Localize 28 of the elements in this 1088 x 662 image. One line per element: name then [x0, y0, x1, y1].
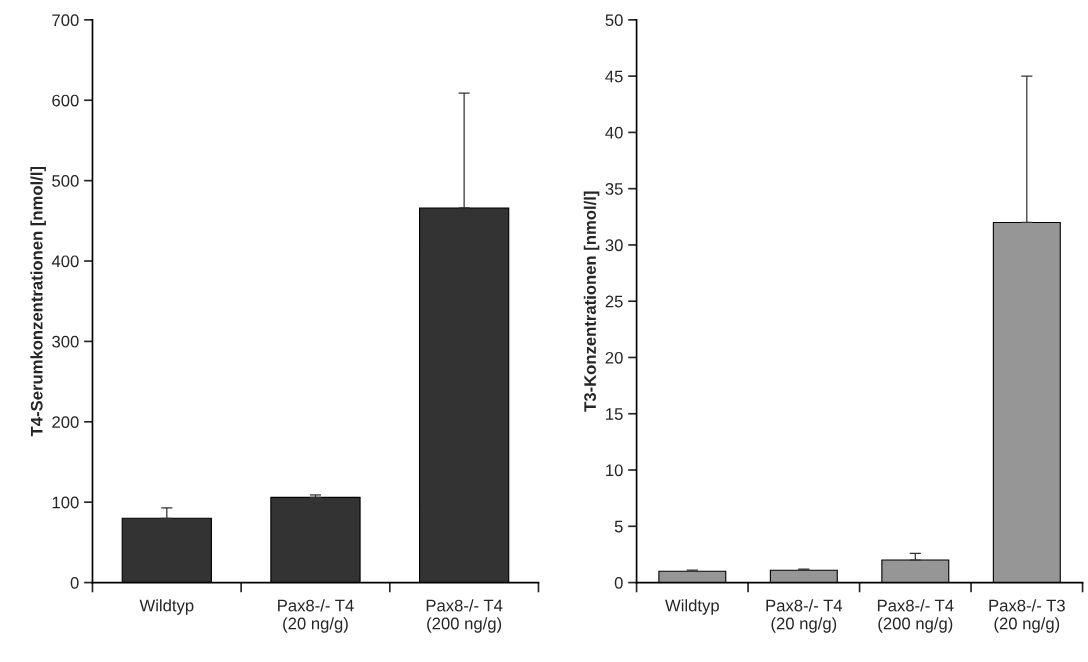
y-tick-label: 45: [605, 70, 623, 83]
x-tick-label: Pax8-/- T4 (200 ng/g): [426, 599, 503, 633]
y-tick-label: 200: [52, 416, 79, 428]
x-tick-label: Pax8-/- T4 (200 ng/g): [877, 599, 954, 633]
y-tick-label: 40: [605, 126, 623, 139]
y-tick-label: 400: [51, 255, 79, 268]
y-tick-label: 100: [52, 496, 79, 509]
y-axis-title: T3-Konzentrationen [nmol/l]: [583, 191, 600, 412]
y-tick-label: 20: [605, 351, 623, 364]
y-tick-label: 700: [52, 14, 79, 27]
x-tick-label: Wildtyp: [665, 599, 719, 615]
x-tick-label: Wildtyp: [139, 599, 194, 615]
y-tick-label: 50: [605, 14, 623, 27]
y-tick-label: 35: [605, 183, 623, 195]
y-tick-label: 15: [606, 408, 623, 420]
y-axis-title: T4-Serumkonzentrationen [nmol/l]: [30, 166, 46, 437]
y-tick-label: 600: [52, 94, 79, 107]
y-tick-label: 25: [605, 295, 623, 308]
x-tick-label: Pax8-/- T4 (20 ng/g): [278, 599, 354, 633]
x-tick-label: Pax8-/- T3 (20 ng/g): [989, 599, 1065, 633]
y-tick-label: 300: [52, 335, 79, 348]
y-tick-label: 5: [614, 520, 623, 533]
y-tick-label: 500: [52, 175, 79, 187]
y-tick-label: 10: [606, 464, 623, 477]
x-tick-label: Pax8-/- T4 (20 ng/g): [766, 599, 843, 633]
y-tick-label: 0: [614, 576, 623, 589]
y-tick-label: 30: [605, 239, 623, 252]
y-tick-label: 0: [70, 576, 79, 589]
